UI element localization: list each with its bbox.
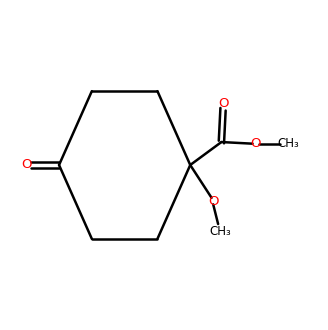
Text: CH₃: CH₃ [278, 137, 299, 150]
Text: O: O [251, 137, 261, 150]
Text: O: O [208, 195, 218, 208]
Text: CH₃: CH₃ [209, 225, 231, 238]
Text: O: O [21, 158, 31, 172]
Text: O: O [218, 97, 228, 110]
